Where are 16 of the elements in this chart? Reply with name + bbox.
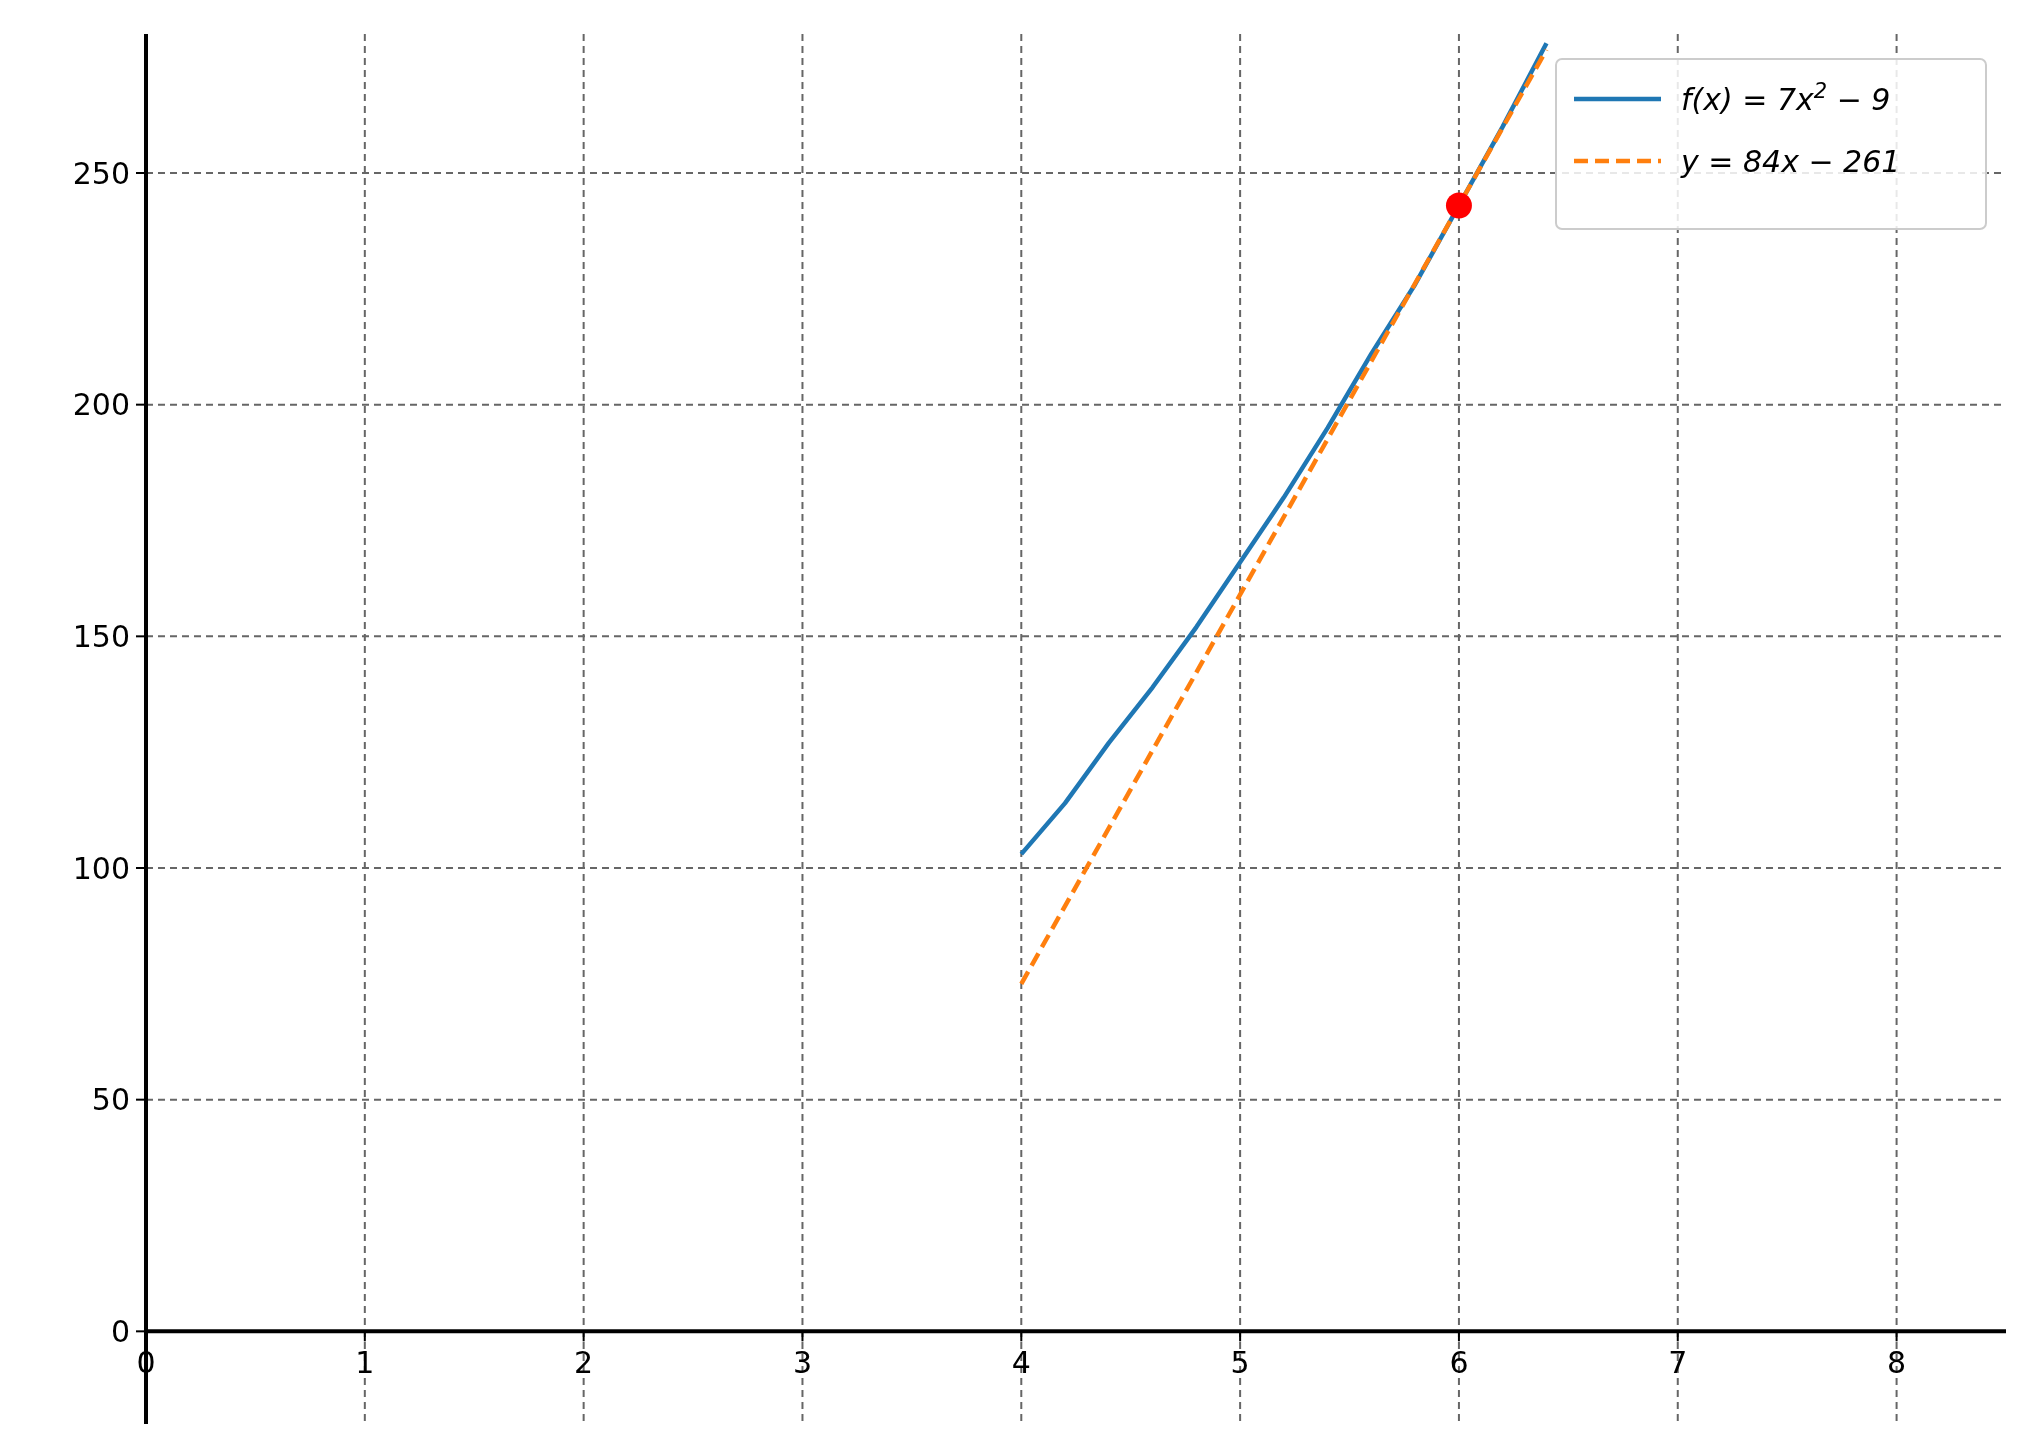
y-tick-label: 150 [72, 618, 130, 654]
x-tick-label: 8 [1887, 1345, 1907, 1381]
legend-label: y = 84x − 261 [1680, 143, 1901, 179]
y-tick-label: 100 [72, 850, 130, 886]
y-tick-label: 50 [91, 1082, 130, 1118]
x-tick-label: 2 [574, 1345, 594, 1381]
x-tick-label: 7 [1668, 1345, 1688, 1381]
y-tick-label: 250 [72, 155, 130, 191]
x-tick-label: 4 [1011, 1345, 1031, 1381]
x-tick-label: 1 [355, 1345, 375, 1381]
y-tick-label: 0 [110, 1313, 130, 1349]
x-tick-label: 6 [1449, 1345, 1469, 1381]
x-tick-label: 5 [1230, 1345, 1250, 1381]
x-tick-label: 3 [792, 1345, 813, 1381]
legend-label: f(x) = 7x$^{2}$ − 9 [1681, 78, 1891, 117]
y-tick-label: 200 [72, 387, 130, 423]
